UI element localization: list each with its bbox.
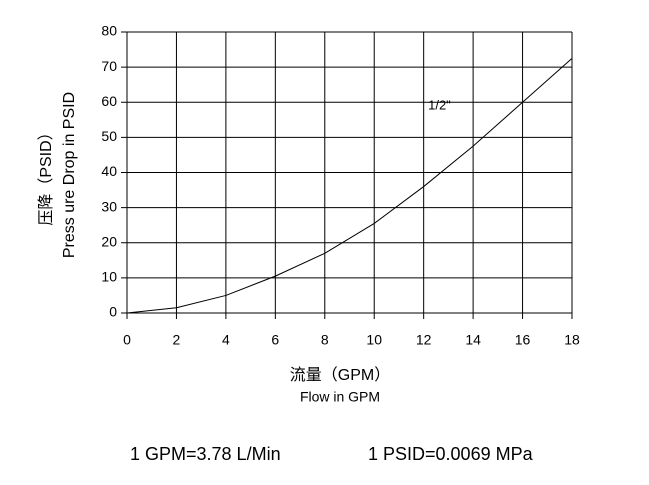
y-tick-label: 20: [101, 233, 117, 249]
x-tick-label: 12: [416, 332, 432, 348]
x-tick-label: 8: [321, 332, 329, 348]
y-axis-label: 压降（PSID）: [37, 124, 55, 225]
x-axis-label: 流量（GPM）: [290, 366, 390, 384]
x-tick-label: 2: [173, 332, 181, 348]
x-tick-label: 6: [271, 332, 279, 348]
line: [126, 57, 573, 314]
x-tick-label: 0: [123, 332, 131, 348]
x-tick-label: 10: [366, 332, 382, 348]
y-tick-label: 60: [101, 93, 117, 109]
x-tick-label: 4: [222, 332, 230, 348]
y-tick-label: 50: [101, 128, 117, 144]
series-label: 1/2": [428, 98, 451, 113]
y-tick-label: 10: [101, 269, 117, 285]
note: 1 GPM=3.78 L/Min: [130, 444, 281, 464]
y-tick-label: 40: [101, 163, 117, 179]
note: 1 PSID=0.0069 MPa: [368, 444, 534, 464]
x-tick-label: 14: [465, 332, 481, 348]
y-axis-label: Press ure Drop in PSID: [61, 92, 78, 258]
y-tick-label: 30: [101, 198, 117, 214]
y-tick-label: 80: [101, 23, 117, 39]
x-axis-label: Flow in GPM: [300, 389, 380, 405]
y-tick-label: 70: [101, 58, 117, 74]
x-tick-label: 18: [564, 332, 580, 348]
x-tick-label: 16: [515, 332, 531, 348]
y-tick-label: 0: [109, 304, 117, 320]
